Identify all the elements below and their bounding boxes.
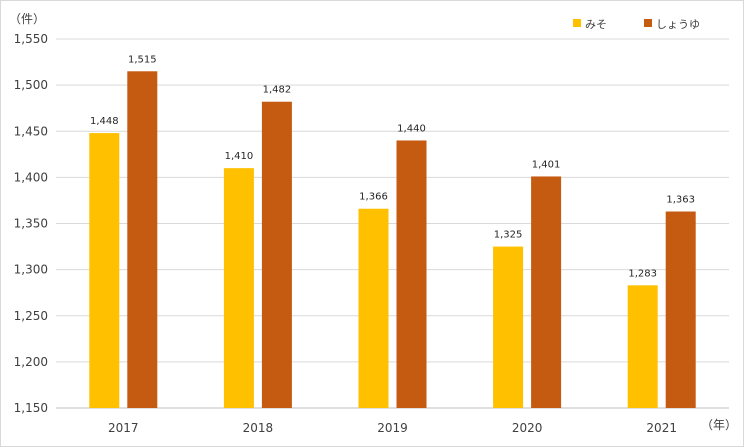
bar-shoyu-2021 — [665, 211, 696, 408]
data-label-shoyu-2021: 1,363 — [666, 195, 695, 206]
y-tick-label: 1,200 — [14, 355, 48, 369]
gridlines — [56, 38, 729, 409]
bars — [89, 71, 696, 408]
x-axis-unit-label: （年） — [701, 418, 737, 432]
y-tick-label: 1,250 — [14, 309, 48, 323]
data-label-shoyu-2019: 1,440 — [397, 123, 426, 134]
y-tick-label: 1,350 — [14, 217, 48, 231]
data-label-miso-2019: 1,366 — [359, 192, 388, 203]
bar-shoyu-2018 — [261, 101, 292, 408]
data-label-miso-2020: 1,325 — [494, 230, 523, 241]
data-labels: 1,448 1,515 1,410 1,482 1,366 1,440 1,325 1,401… — [90, 54, 695, 279]
data-label-miso-2017: 1,448 — [90, 116, 119, 127]
y-tick-label: 1,300 — [14, 263, 48, 277]
bar-miso-2019 — [358, 208, 389, 408]
y-axis-ticks: 1,150 1,200 1,250 1,300 1,350 1,400 1,450 1,500… — [14, 32, 48, 415]
legend-label-miso: みそ — [585, 18, 607, 31]
x-tick-label: 2019 — [377, 421, 408, 435]
legend: みそ しょうゆ — [573, 18, 700, 31]
bar-miso-2021 — [627, 285, 658, 408]
bar-miso-2017 — [89, 133, 120, 408]
bar-miso-2020 — [493, 246, 524, 408]
data-label-miso-2018: 1,410 — [225, 151, 254, 162]
y-axis-unit-label: （件） — [9, 12, 45, 26]
x-tick-label: 2018 — [243, 421, 274, 435]
bar-miso-2018 — [223, 168, 254, 408]
data-label-shoyu-2018: 1,482 — [263, 85, 292, 96]
x-tick-label: 2017 — [108, 421, 139, 435]
y-tick-label: 1,550 — [14, 32, 48, 46]
legend-swatch-shoyu — [644, 19, 652, 27]
y-tick-label: 1,450 — [14, 124, 48, 138]
y-tick-label: 1,150 — [14, 401, 48, 415]
x-axis-ticks: 2017 2018 2019 2020 2021 — [108, 421, 677, 435]
bar-shoyu-2017 — [127, 71, 158, 408]
data-label-shoyu-2017: 1,515 — [128, 54, 157, 65]
legend-swatch-miso — [573, 19, 581, 27]
y-tick-label: 1,500 — [14, 78, 48, 92]
x-tick-label: 2021 — [646, 421, 677, 435]
data-label-shoyu-2020: 1,401 — [532, 159, 561, 170]
bar-shoyu-2020 — [531, 176, 562, 408]
legend-label-shoyu: しょうゆ — [656, 18, 700, 31]
bar-shoyu-2019 — [396, 140, 427, 408]
x-tick-label: 2020 — [512, 421, 543, 435]
data-label-miso-2021: 1,283 — [628, 268, 657, 279]
y-tick-label: 1,400 — [14, 170, 48, 184]
